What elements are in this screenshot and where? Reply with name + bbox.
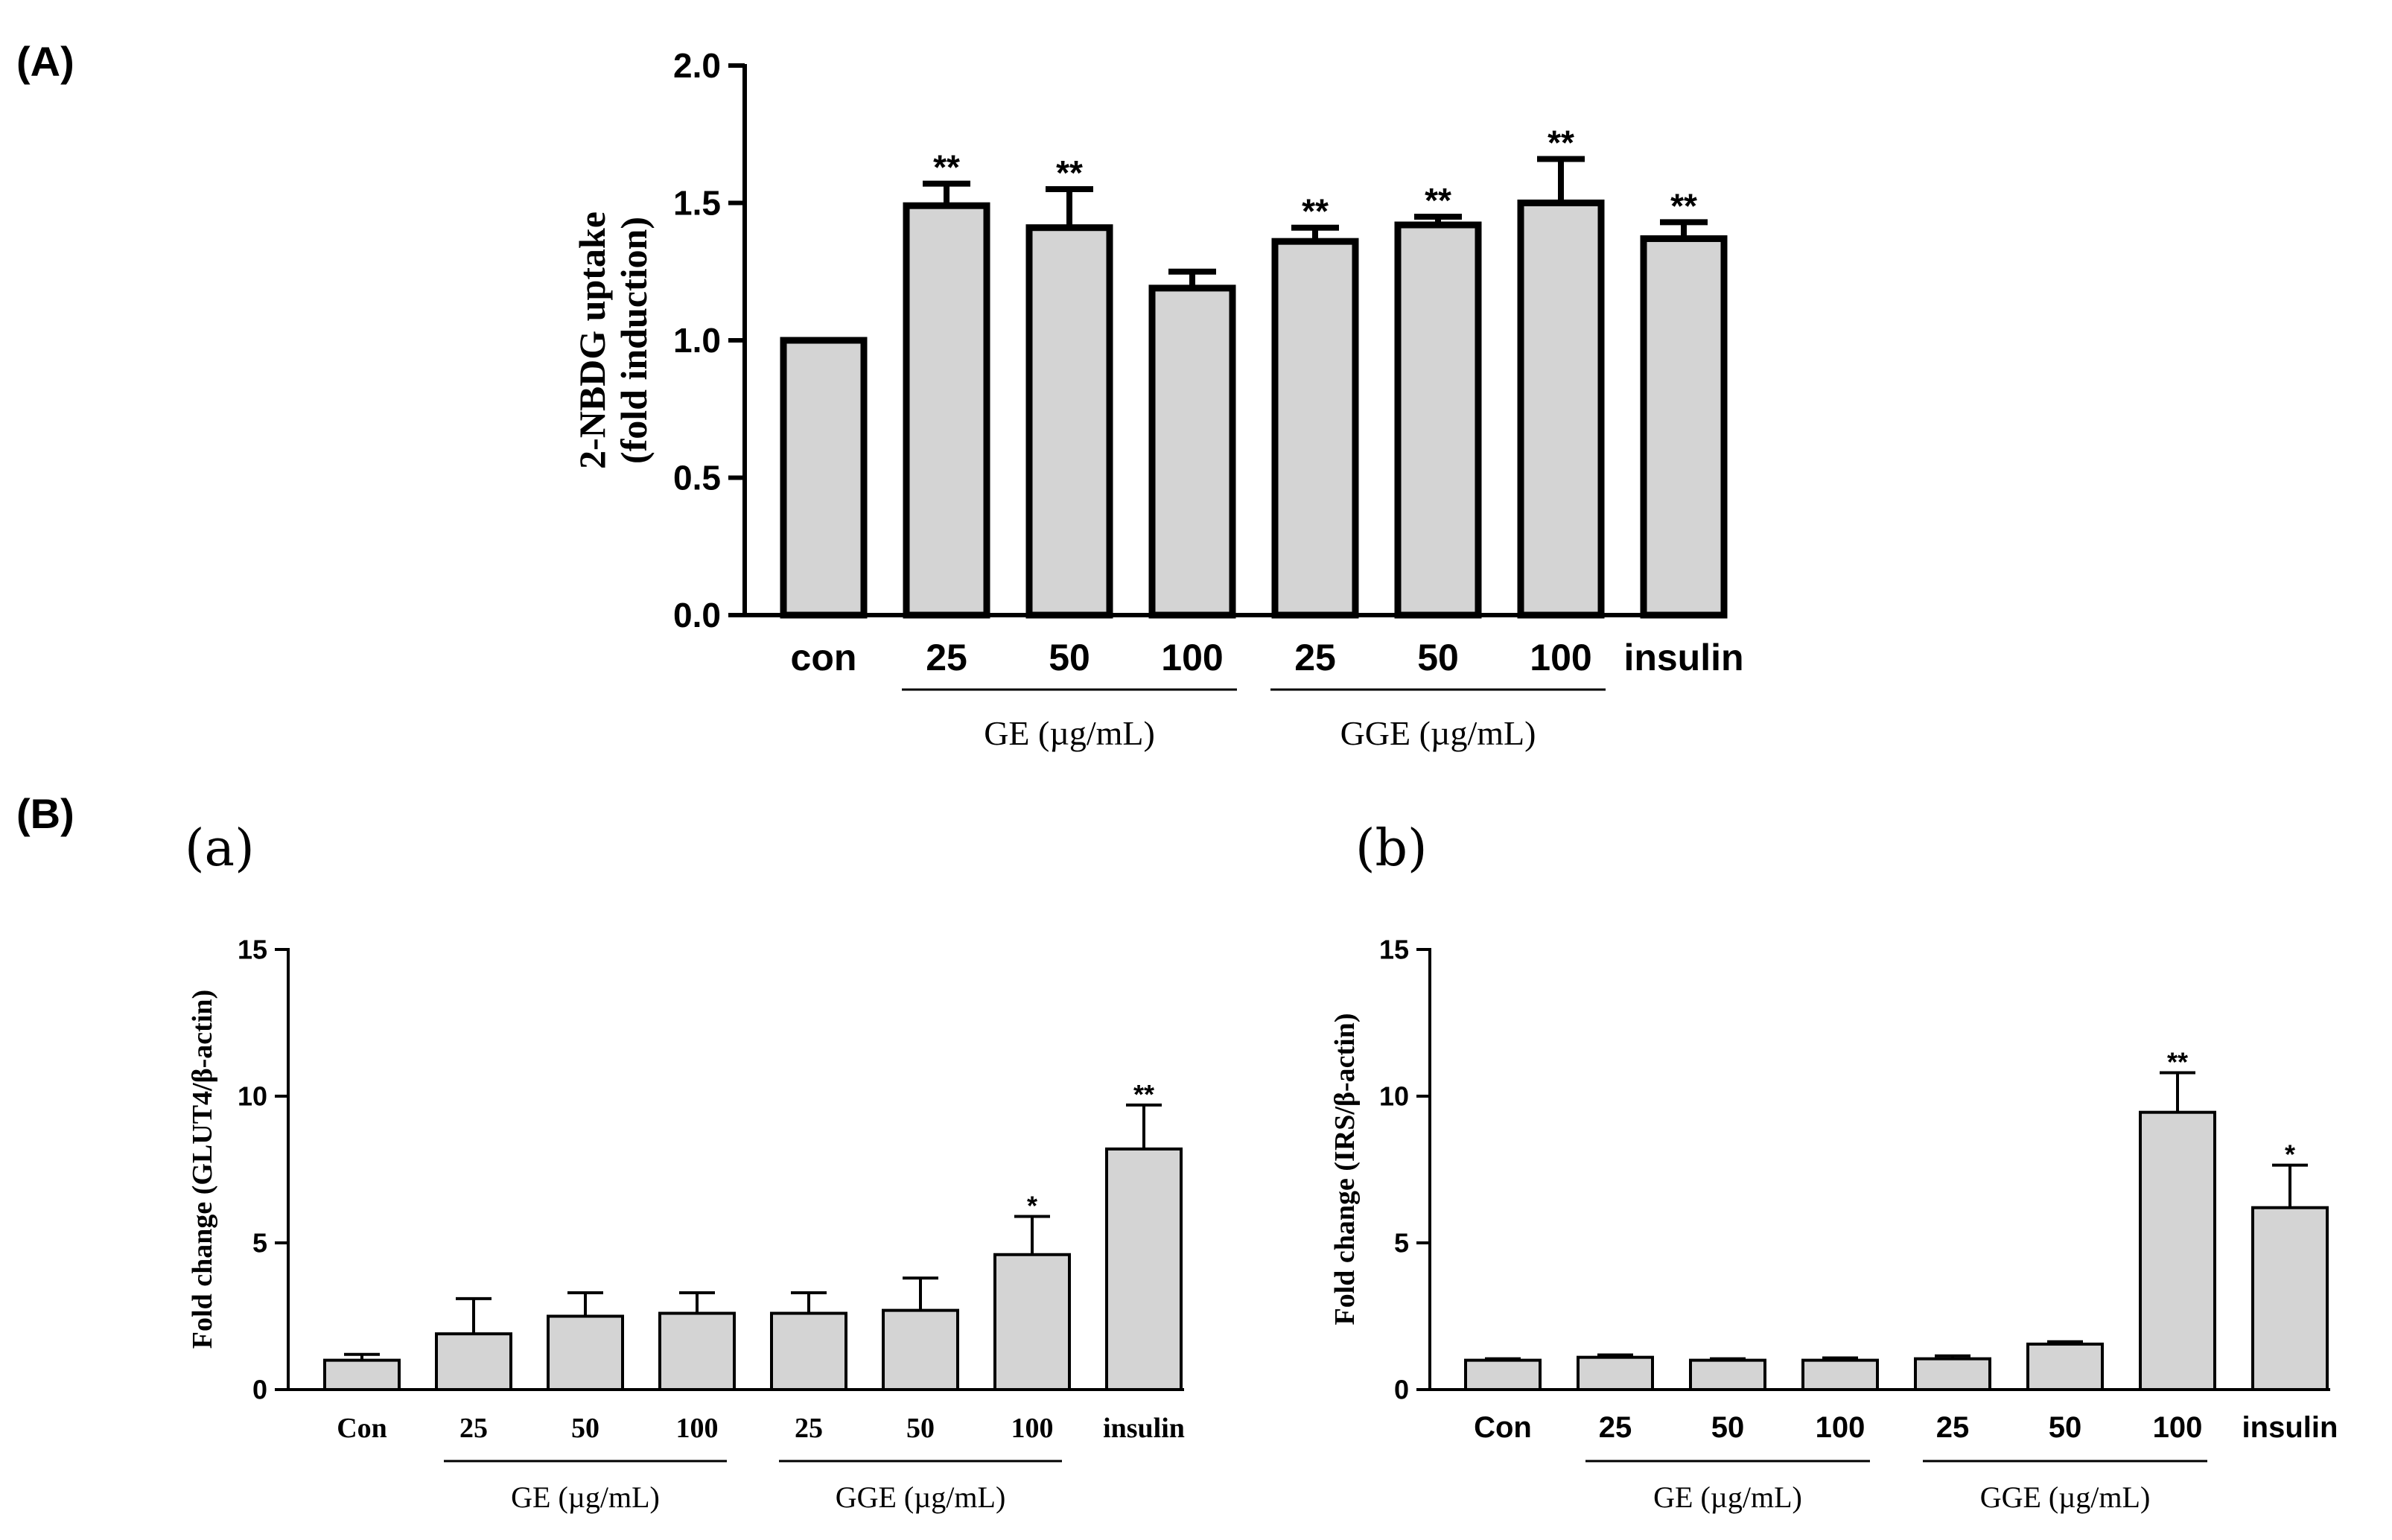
x-category-label: 100 bbox=[1161, 637, 1223, 678]
x-category-label: 50 bbox=[2049, 1411, 2082, 1444]
x-category-label: 50 bbox=[906, 1413, 935, 1444]
y-tick-label: 1.0 bbox=[673, 321, 721, 360]
y-tick-label: 0.5 bbox=[673, 459, 721, 497]
panel-label-B: (B) bbox=[16, 790, 74, 837]
bar bbox=[1517, 200, 1605, 619]
y-tick-label: 15 bbox=[238, 935, 267, 965]
significance-marker: ** bbox=[1302, 192, 1329, 231]
bar bbox=[1464, 1358, 1542, 1391]
x-category-label: Con bbox=[337, 1413, 387, 1444]
significance-marker: ** bbox=[1548, 123, 1574, 162]
x-category-label: 25 bbox=[1599, 1411, 1632, 1444]
x-category-label: 100 bbox=[1011, 1413, 1054, 1444]
y-tick-label: 10 bbox=[1379, 1081, 1409, 1112]
group-label: GGE (µg/mL) bbox=[836, 1480, 1006, 1514]
x-category-label: 25 bbox=[1294, 637, 1336, 678]
x-category-label: 25 bbox=[1936, 1411, 1970, 1444]
x-category-label: insulin bbox=[1103, 1413, 1185, 1444]
x-category-label: 25 bbox=[926, 637, 967, 678]
significance-marker: * bbox=[1027, 1191, 1037, 1221]
bar bbox=[1689, 1358, 1766, 1391]
x-category-label: 100 bbox=[676, 1413, 719, 1444]
y-tick-label: 15 bbox=[1379, 935, 1409, 965]
x-category-label: 100 bbox=[1816, 1411, 1865, 1444]
y-tick-label: 2.0 bbox=[673, 46, 721, 85]
bar bbox=[1025, 224, 1113, 619]
x-category-label: 100 bbox=[1530, 637, 1591, 678]
x-category-label: insulin bbox=[2242, 1411, 2338, 1444]
panel-label-b: (b) bbox=[1355, 819, 1428, 878]
group-label: GE (µg/mL) bbox=[1653, 1480, 1802, 1514]
bar bbox=[1640, 235, 1728, 619]
significance-marker: ** bbox=[2167, 1046, 2188, 1077]
significance-marker: ** bbox=[1133, 1079, 1154, 1110]
bar bbox=[780, 337, 868, 619]
y-tick-label: 5 bbox=[1394, 1228, 1409, 1259]
panel-label-a: (a) bbox=[185, 819, 255, 878]
bar bbox=[882, 1308, 959, 1391]
y-axis-label: Fold change (GLUT4/β-actin) bbox=[187, 990, 218, 1349]
significance-marker: ** bbox=[1056, 153, 1083, 192]
significance-marker: * bbox=[2285, 1139, 2295, 1170]
bar bbox=[1271, 238, 1359, 619]
significance-marker: ** bbox=[933, 148, 960, 187]
x-category-label: 25 bbox=[459, 1413, 488, 1444]
bar bbox=[1801, 1358, 1879, 1391]
bar bbox=[547, 1314, 624, 1391]
bar bbox=[2139, 1110, 2216, 1392]
x-category-label: 50 bbox=[571, 1413, 599, 1444]
bar bbox=[323, 1358, 401, 1391]
chart-2nbdg-uptake: 0.0 0.5 1.0 1.5 2.0 2-NBDG uptake(fold induct… bbox=[571, 46, 1744, 752]
x-category-label: con bbox=[791, 637, 857, 678]
y-tick-label: 1.5 bbox=[673, 184, 721, 223]
y-tick-label: 0.0 bbox=[673, 596, 721, 634]
panel-label-A: (A) bbox=[16, 38, 74, 85]
bar bbox=[1394, 221, 1482, 619]
y-tick-label: 0 bbox=[1394, 1375, 1409, 1405]
bar bbox=[2026, 1342, 2104, 1392]
group-label: GGE (µg/mL) bbox=[1340, 714, 1536, 752]
bar bbox=[435, 1332, 512, 1392]
bar bbox=[903, 202, 990, 619]
x-category-label: insulin bbox=[1623, 637, 1743, 678]
group-label: GGE (µg/mL) bbox=[1980, 1480, 2151, 1514]
x-category-label: 50 bbox=[1049, 637, 1090, 678]
x-category-label: 50 bbox=[1711, 1411, 1745, 1444]
chart-irs-fold-change: 0 5 10 15 Fold change (IRS/β-actin) Con 25 50 10… bbox=[1329, 935, 2338, 1515]
y-tick-label: 10 bbox=[238, 1081, 267, 1112]
group-label: GE (µg/mL) bbox=[511, 1480, 660, 1514]
x-category-label: 100 bbox=[2153, 1411, 2203, 1444]
significance-marker: ** bbox=[1670, 186, 1697, 225]
x-category-label: 25 bbox=[795, 1413, 823, 1444]
significance-marker: ** bbox=[1425, 181, 1451, 220]
y-tick-label: 0 bbox=[252, 1375, 267, 1405]
chart-glut4-fold-change: 0 5 10 15 Fold change (GLUT4/β-actin) Con 25 50… bbox=[187, 935, 1185, 1515]
y-axis-label: 2-NBDG uptake(fold induction) bbox=[571, 211, 655, 469]
group-label: GE (µg/mL) bbox=[984, 714, 1155, 752]
bar bbox=[993, 1253, 1071, 1392]
bar bbox=[658, 1311, 736, 1392]
bar bbox=[1148, 284, 1236, 619]
x-category-label: 50 bbox=[1417, 637, 1459, 678]
x-category-label: Con bbox=[1474, 1411, 1532, 1444]
bar bbox=[2251, 1206, 2329, 1391]
bar bbox=[1914, 1357, 1991, 1392]
bar bbox=[770, 1311, 847, 1392]
y-axis-label: Fold change (IRS/β-actin) bbox=[1329, 1013, 1361, 1325]
y-tick-label: 5 bbox=[252, 1228, 267, 1259]
bar bbox=[1105, 1147, 1183, 1392]
bar bbox=[1577, 1355, 1654, 1392]
